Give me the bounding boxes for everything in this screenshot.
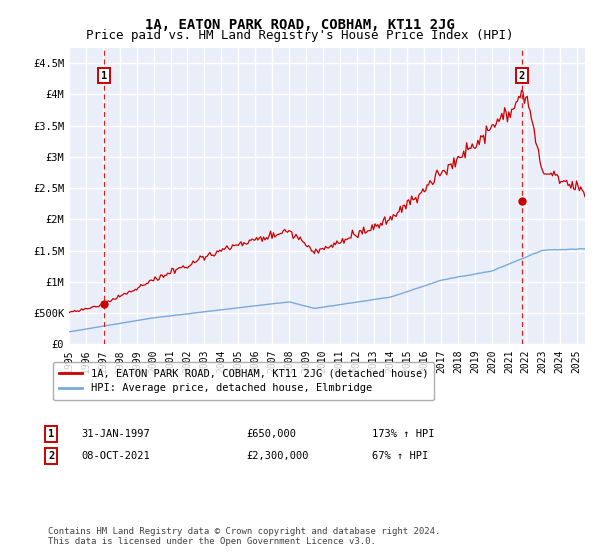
- Text: 08-OCT-2021: 08-OCT-2021: [81, 451, 150, 461]
- Text: Contains HM Land Registry data © Crown copyright and database right 2024.
This d: Contains HM Land Registry data © Crown c…: [48, 526, 440, 546]
- Text: 2: 2: [48, 451, 54, 461]
- Text: £2,300,000: £2,300,000: [246, 451, 308, 461]
- Text: 1: 1: [48, 429, 54, 439]
- Text: Price paid vs. HM Land Registry's House Price Index (HPI): Price paid vs. HM Land Registry's House …: [86, 29, 514, 42]
- Text: £650,000: £650,000: [246, 429, 296, 439]
- Text: 2: 2: [519, 71, 525, 81]
- Text: 1A, EATON PARK ROAD, COBHAM, KT11 2JG: 1A, EATON PARK ROAD, COBHAM, KT11 2JG: [145, 18, 455, 32]
- Text: 31-JAN-1997: 31-JAN-1997: [81, 429, 150, 439]
- Text: 173% ↑ HPI: 173% ↑ HPI: [372, 429, 434, 439]
- Legend: 1A, EATON PARK ROAD, COBHAM, KT11 2JG (detached house), HPI: Average price, deta: 1A, EATON PARK ROAD, COBHAM, KT11 2JG (d…: [53, 362, 434, 400]
- Text: 67% ↑ HPI: 67% ↑ HPI: [372, 451, 428, 461]
- Text: 1: 1: [101, 71, 107, 81]
